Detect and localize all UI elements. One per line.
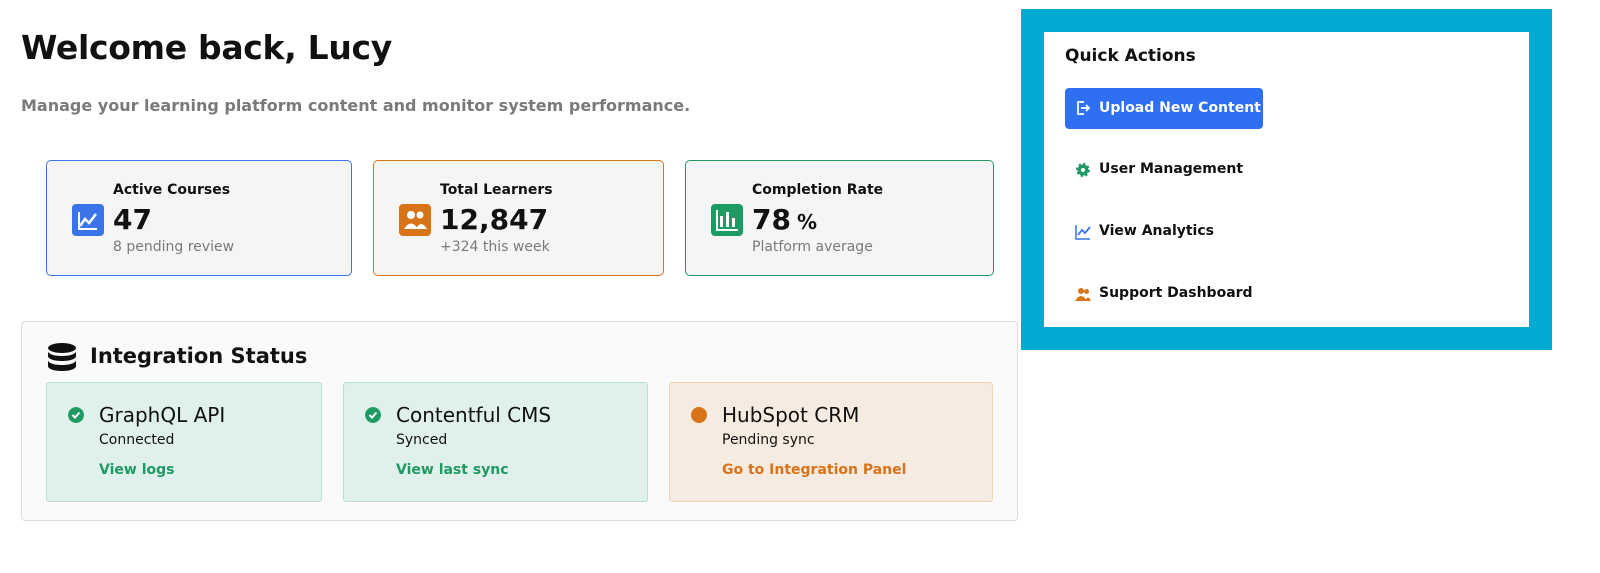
stat-label: Active Courses bbox=[113, 182, 231, 198]
stat-value-wrap: 78% bbox=[752, 203, 817, 236]
integration-status: Synced bbox=[396, 432, 448, 448]
stat-unit: % bbox=[796, 210, 818, 234]
integration-name: Contentful CMS bbox=[396, 403, 552, 427]
stat-icon bbox=[72, 204, 104, 236]
integration-link[interactable]: View logs bbox=[99, 462, 175, 478]
integration-panel: Integration Status GraphQL API Connected… bbox=[21, 321, 1018, 521]
stat-value: 12,847 bbox=[440, 203, 549, 236]
status-icon bbox=[691, 407, 707, 423]
stat-note: 8 pending review bbox=[113, 239, 235, 255]
database-icon bbox=[48, 343, 76, 371]
quick-actions-title: Quick Actions bbox=[1065, 46, 1196, 66]
action-link[interactable]: User Management bbox=[1065, 158, 1365, 182]
integration-status: Pending sync bbox=[722, 432, 815, 448]
integration-title: Integration Status bbox=[90, 344, 308, 368]
quick-actions-panel: Quick Actions Upload New Content User Ma… bbox=[1021, 9, 1552, 350]
stat-value: 47 bbox=[113, 203, 152, 236]
upload-button[interactable]: Upload New Content bbox=[1065, 88, 1263, 129]
status-icon bbox=[68, 407, 84, 423]
stat-card: Active Courses 47 8 pending review bbox=[46, 160, 352, 276]
stat-icon bbox=[399, 204, 431, 236]
quick-actions-body: Quick Actions Upload New Content User Ma… bbox=[1044, 32, 1529, 327]
stat-label: Total Learners bbox=[440, 182, 553, 198]
upload-icon bbox=[1077, 101, 1091, 115]
integration-link[interactable]: Go to Integration Panel bbox=[722, 462, 907, 478]
action-link[interactable]: View Analytics bbox=[1065, 220, 1365, 244]
integration-card: GraphQL API Connected View logs bbox=[46, 382, 322, 502]
stat-icon bbox=[711, 204, 743, 236]
stat-note: Platform average bbox=[752, 239, 873, 255]
settings-icon bbox=[1076, 163, 1090, 177]
integration-name: GraphQL API bbox=[99, 403, 226, 427]
action-label: View Analytics bbox=[1099, 223, 1214, 239]
button-label: Upload New Content bbox=[1099, 100, 1261, 116]
integration-card: Contentful CMS Synced View last sync bbox=[343, 382, 648, 502]
action-label: Support Dashboard bbox=[1099, 285, 1253, 301]
integration-link[interactable]: View last sync bbox=[396, 462, 509, 478]
status-icon bbox=[365, 407, 381, 423]
page-title: Welcome back, Lucy bbox=[21, 28, 393, 67]
stat-note: +324 this week bbox=[440, 239, 550, 255]
support-icon bbox=[1075, 288, 1091, 301]
analytics-icon bbox=[1075, 225, 1091, 240]
integration-status: Connected bbox=[99, 432, 175, 448]
action-link[interactable]: Support Dashboard bbox=[1065, 282, 1365, 306]
stat-label: Completion Rate bbox=[752, 182, 884, 198]
stat-value: 78 bbox=[752, 203, 791, 236]
integration-name: HubSpot CRM bbox=[722, 403, 860, 427]
integration-card: HubSpot CRM Pending sync Go to Integrati… bbox=[669, 382, 993, 502]
page-subtitle: Manage your learning platform content an… bbox=[21, 96, 691, 115]
stat-card: Total Learners 12,847 +324 this week bbox=[373, 160, 664, 276]
stat-card: Completion Rate 78% Platform average bbox=[685, 160, 994, 276]
action-label: User Management bbox=[1099, 161, 1244, 177]
